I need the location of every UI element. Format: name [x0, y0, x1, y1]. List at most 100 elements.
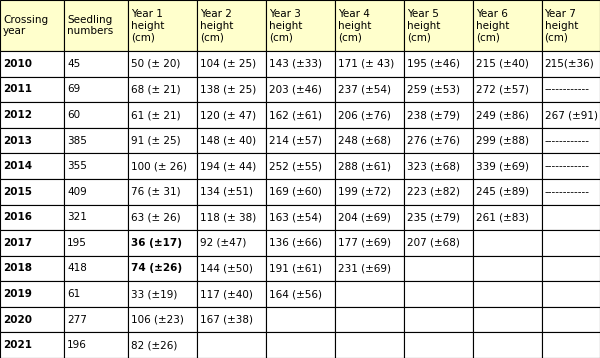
Bar	[266, 281, 335, 307]
Text: 409: 409	[67, 187, 87, 197]
Bar	[404, 77, 473, 102]
Text: 134 (±51): 134 (±51)	[200, 187, 253, 197]
Text: 162 (±61): 162 (±61)	[269, 110, 322, 120]
Text: Year 7
height
(cm): Year 7 height (cm)	[545, 9, 578, 42]
Text: Year 3
height
(cm): Year 3 height (cm)	[269, 9, 302, 42]
Bar	[128, 307, 197, 333]
Text: 2011: 2011	[3, 84, 32, 95]
Text: 69: 69	[67, 84, 80, 95]
Text: 418: 418	[67, 263, 87, 274]
Bar	[266, 128, 335, 154]
Bar	[0, 128, 64, 154]
Bar	[0, 281, 64, 307]
Text: 2016: 2016	[3, 212, 32, 222]
Bar	[404, 230, 473, 256]
Bar	[0, 179, 64, 204]
Bar	[404, 256, 473, 281]
Text: Year 6
height
(cm): Year 6 height (cm)	[476, 9, 509, 42]
Bar	[0, 0, 64, 51]
Text: 82 (±26): 82 (±26)	[131, 340, 178, 350]
Text: 194 (± 44): 194 (± 44)	[200, 161, 256, 171]
Bar	[404, 128, 473, 154]
Text: 33 (±19): 33 (±19)	[131, 289, 178, 299]
Bar	[197, 281, 266, 307]
Text: ------------: ------------	[545, 136, 590, 146]
Bar	[335, 204, 404, 230]
Bar	[0, 204, 64, 230]
Text: Seedling
numbers: Seedling numbers	[67, 15, 113, 37]
Bar	[335, 51, 404, 77]
Bar	[404, 154, 473, 179]
Text: 100 (± 26): 100 (± 26)	[131, 161, 187, 171]
Text: 2010: 2010	[3, 59, 32, 69]
Text: 199 (±72): 199 (±72)	[338, 187, 391, 197]
Bar	[197, 333, 266, 358]
Bar	[197, 179, 266, 204]
Bar	[335, 307, 404, 333]
Bar	[266, 230, 335, 256]
Bar	[64, 256, 128, 281]
Bar	[0, 256, 64, 281]
Bar	[542, 230, 600, 256]
Bar	[64, 281, 128, 307]
Text: 167 (±38): 167 (±38)	[200, 315, 253, 325]
Text: 118 (± 38): 118 (± 38)	[200, 212, 256, 222]
Bar	[542, 51, 600, 77]
Bar	[128, 154, 197, 179]
Text: 276 (±76): 276 (±76)	[407, 136, 460, 146]
Text: 45: 45	[67, 59, 80, 69]
Text: Year 2
height
(cm): Year 2 height (cm)	[200, 9, 233, 42]
Bar	[473, 102, 542, 128]
Bar	[542, 154, 600, 179]
Bar	[335, 256, 404, 281]
Text: 267 (±91): 267 (±91)	[545, 110, 598, 120]
Bar	[64, 0, 128, 51]
Text: 248 (±68): 248 (±68)	[338, 136, 391, 146]
Text: 74 (±26): 74 (±26)	[131, 263, 182, 274]
Bar	[404, 51, 473, 77]
Bar	[266, 204, 335, 230]
Text: 195: 195	[67, 238, 87, 248]
Bar	[266, 154, 335, 179]
Bar	[266, 51, 335, 77]
Bar	[197, 256, 266, 281]
Text: 92 (±47): 92 (±47)	[200, 238, 247, 248]
Text: 2012: 2012	[3, 110, 32, 120]
Bar	[404, 204, 473, 230]
Bar	[64, 77, 128, 102]
Bar	[542, 102, 600, 128]
Bar	[0, 77, 64, 102]
Text: 249 (±86): 249 (±86)	[476, 110, 529, 120]
Text: 207 (±68): 207 (±68)	[407, 238, 460, 248]
Text: 277: 277	[67, 315, 87, 325]
Bar	[64, 154, 128, 179]
Bar	[542, 256, 600, 281]
Text: 237 (±54): 237 (±54)	[338, 84, 391, 95]
Bar	[266, 307, 335, 333]
Bar	[128, 128, 197, 154]
Bar	[128, 256, 197, 281]
Bar	[335, 154, 404, 179]
Text: 50 (± 20): 50 (± 20)	[131, 59, 181, 69]
Bar	[473, 0, 542, 51]
Text: 385: 385	[67, 136, 87, 146]
Text: 323 (±68): 323 (±68)	[407, 161, 460, 171]
Bar	[266, 77, 335, 102]
Text: 203 (±46): 203 (±46)	[269, 84, 322, 95]
Bar	[473, 256, 542, 281]
Bar	[335, 230, 404, 256]
Text: 144 (±50): 144 (±50)	[200, 263, 253, 274]
Text: 235 (±79): 235 (±79)	[407, 212, 460, 222]
Text: 91 (± 25): 91 (± 25)	[131, 136, 181, 146]
Text: 2013: 2013	[3, 136, 32, 146]
Bar	[128, 230, 197, 256]
Text: 191 (±61): 191 (±61)	[269, 263, 322, 274]
Text: Crossing
year: Crossing year	[3, 15, 48, 37]
Text: 138 (± 25): 138 (± 25)	[200, 84, 256, 95]
Bar	[473, 51, 542, 77]
Bar	[404, 281, 473, 307]
Text: 245 (±89): 245 (±89)	[476, 187, 529, 197]
Text: 164 (±56): 164 (±56)	[269, 289, 322, 299]
Bar	[197, 0, 266, 51]
Text: 231 (±69): 231 (±69)	[338, 263, 391, 274]
